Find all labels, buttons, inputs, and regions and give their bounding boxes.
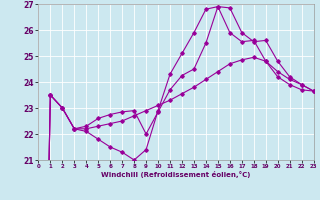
X-axis label: Windchill (Refroidissement éolien,°C): Windchill (Refroidissement éolien,°C) <box>101 171 251 178</box>
